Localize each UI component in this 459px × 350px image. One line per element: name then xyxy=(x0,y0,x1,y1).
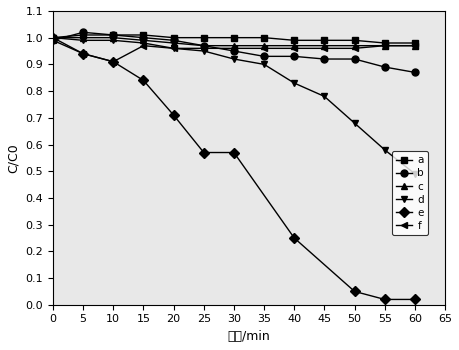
Line: b: b xyxy=(50,29,418,76)
e xyxy=(111,60,116,64)
Line: e: e xyxy=(50,34,418,303)
f xyxy=(50,38,56,42)
d xyxy=(291,81,297,85)
a xyxy=(412,41,418,45)
a xyxy=(291,38,297,42)
d xyxy=(382,148,387,152)
f xyxy=(352,46,357,50)
c xyxy=(80,36,86,40)
d xyxy=(80,38,86,42)
c xyxy=(261,43,267,48)
e xyxy=(382,298,387,302)
e xyxy=(201,150,207,155)
a xyxy=(80,33,86,37)
b xyxy=(80,30,86,34)
Y-axis label: C/C0: C/C0 xyxy=(7,143,20,173)
c xyxy=(291,43,297,48)
f xyxy=(261,46,267,50)
c xyxy=(231,43,237,48)
e xyxy=(412,298,418,302)
b xyxy=(231,49,237,53)
e xyxy=(171,113,176,117)
b xyxy=(322,57,327,61)
a xyxy=(322,38,327,42)
b xyxy=(171,38,176,42)
Line: a: a xyxy=(50,32,418,47)
f xyxy=(291,46,297,50)
c xyxy=(111,36,116,40)
f xyxy=(80,51,86,56)
d xyxy=(322,94,327,98)
a xyxy=(141,33,146,37)
c xyxy=(352,43,357,48)
f xyxy=(141,43,146,48)
a xyxy=(352,38,357,42)
f xyxy=(322,46,327,50)
f xyxy=(111,60,116,64)
e xyxy=(352,289,357,294)
c xyxy=(382,43,387,48)
a xyxy=(231,36,237,40)
e xyxy=(231,150,237,155)
d xyxy=(231,57,237,61)
a xyxy=(111,33,116,37)
d xyxy=(111,38,116,42)
c xyxy=(412,43,418,48)
d xyxy=(171,46,176,50)
a xyxy=(201,36,207,40)
d xyxy=(412,172,418,176)
c xyxy=(141,38,146,42)
Legend: a, b, c, d, e, f: a, b, c, d, e, f xyxy=(392,151,428,235)
b xyxy=(291,54,297,58)
e xyxy=(291,236,297,240)
Line: f: f xyxy=(50,37,418,65)
b xyxy=(261,54,267,58)
e xyxy=(50,36,56,40)
b xyxy=(141,36,146,40)
c xyxy=(171,41,176,45)
b xyxy=(352,57,357,61)
e xyxy=(141,78,146,83)
b xyxy=(412,70,418,75)
d xyxy=(201,49,207,53)
c xyxy=(201,43,207,48)
a xyxy=(171,36,176,40)
e xyxy=(80,51,86,56)
f xyxy=(201,46,207,50)
Line: c: c xyxy=(50,34,418,49)
b xyxy=(201,43,207,48)
b xyxy=(111,33,116,37)
c xyxy=(322,43,327,48)
b xyxy=(50,38,56,42)
f xyxy=(231,46,237,50)
c xyxy=(50,36,56,40)
d xyxy=(352,121,357,125)
a xyxy=(50,36,56,40)
f xyxy=(171,46,176,50)
Line: d: d xyxy=(50,34,418,177)
f xyxy=(412,43,418,48)
a xyxy=(261,36,267,40)
d xyxy=(141,41,146,45)
d xyxy=(50,36,56,40)
d xyxy=(261,62,267,66)
b xyxy=(382,65,387,69)
X-axis label: 时间/min: 时间/min xyxy=(228,330,270,343)
f xyxy=(382,43,387,48)
a xyxy=(382,41,387,45)
